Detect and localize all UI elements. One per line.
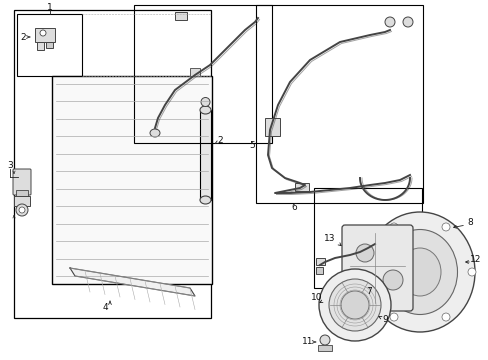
Polygon shape xyxy=(70,268,195,296)
Bar xyxy=(134,5,271,143)
Ellipse shape xyxy=(319,335,329,345)
Bar xyxy=(256,5,422,203)
Ellipse shape xyxy=(363,268,371,276)
Bar xyxy=(317,345,331,351)
Ellipse shape xyxy=(40,30,46,36)
Bar xyxy=(175,12,186,20)
Bar xyxy=(46,42,53,48)
Text: 2: 2 xyxy=(217,135,223,144)
Text: 5: 5 xyxy=(248,140,254,149)
Text: 10: 10 xyxy=(311,293,322,302)
Bar xyxy=(264,118,280,136)
Ellipse shape xyxy=(441,223,449,231)
Ellipse shape xyxy=(384,17,394,27)
Bar xyxy=(294,183,308,191)
Bar xyxy=(17,14,82,76)
Text: 13: 13 xyxy=(324,234,335,243)
Ellipse shape xyxy=(402,17,412,27)
Bar xyxy=(313,188,421,288)
Ellipse shape xyxy=(364,212,474,332)
Ellipse shape xyxy=(389,313,397,321)
Bar xyxy=(14,196,30,206)
Bar xyxy=(37,42,44,50)
Ellipse shape xyxy=(200,106,210,114)
Ellipse shape xyxy=(398,248,440,296)
Ellipse shape xyxy=(16,204,28,216)
Text: 4: 4 xyxy=(102,303,107,312)
Text: 8: 8 xyxy=(466,217,472,226)
Ellipse shape xyxy=(382,270,402,290)
Bar xyxy=(16,190,28,198)
Ellipse shape xyxy=(200,196,210,204)
Bar xyxy=(315,258,325,265)
Text: 6: 6 xyxy=(290,202,296,212)
FancyBboxPatch shape xyxy=(341,225,412,311)
Ellipse shape xyxy=(372,239,378,245)
Text: 11: 11 xyxy=(302,338,313,346)
Bar xyxy=(14,10,210,318)
Bar xyxy=(190,68,200,76)
Bar xyxy=(35,28,55,42)
Ellipse shape xyxy=(467,268,475,276)
Ellipse shape xyxy=(355,244,373,262)
Ellipse shape xyxy=(382,230,457,315)
Bar xyxy=(200,110,210,200)
Ellipse shape xyxy=(328,279,380,331)
Text: 9: 9 xyxy=(381,315,387,324)
Ellipse shape xyxy=(340,291,368,319)
Ellipse shape xyxy=(201,98,209,107)
Text: 2: 2 xyxy=(20,32,26,41)
Bar xyxy=(52,76,212,284)
FancyBboxPatch shape xyxy=(13,169,31,195)
Text: 3: 3 xyxy=(7,161,13,170)
Ellipse shape xyxy=(318,269,390,341)
Bar xyxy=(315,267,323,274)
Text: 7: 7 xyxy=(366,287,371,296)
Ellipse shape xyxy=(19,207,25,213)
Text: 12: 12 xyxy=(469,256,481,265)
Ellipse shape xyxy=(150,129,160,137)
Ellipse shape xyxy=(389,223,397,231)
Text: 1: 1 xyxy=(47,3,53,12)
Ellipse shape xyxy=(369,236,381,248)
Ellipse shape xyxy=(441,313,449,321)
